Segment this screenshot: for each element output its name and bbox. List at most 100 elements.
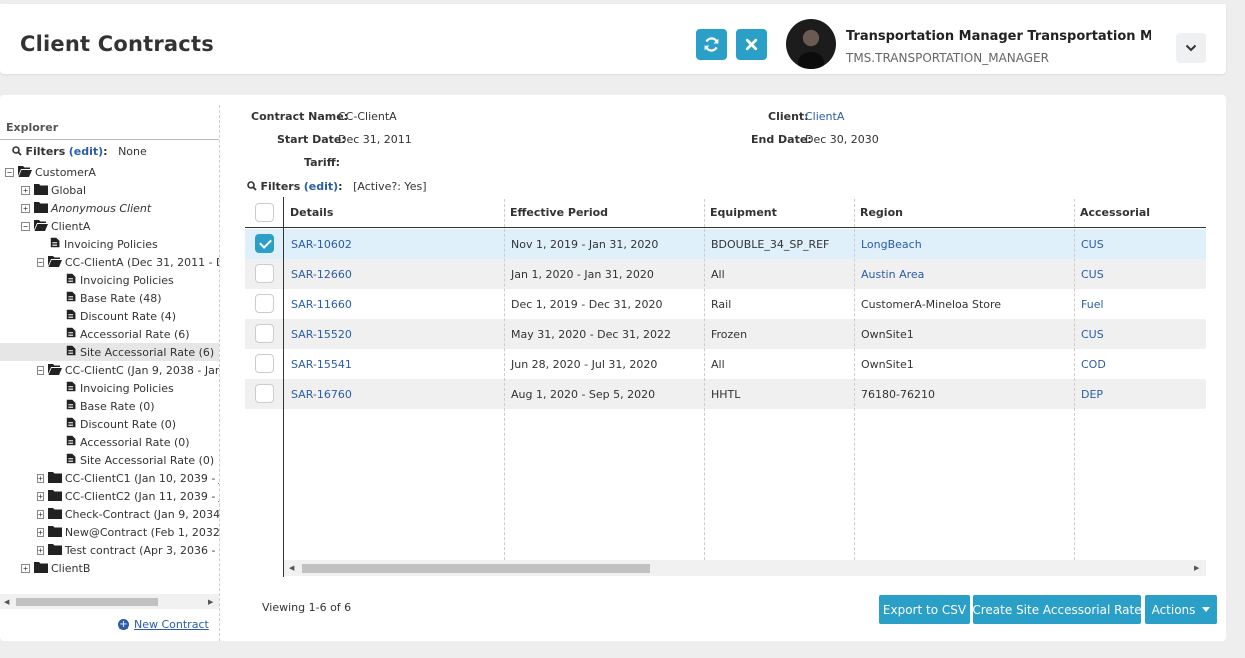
equipment-cell: All bbox=[711, 357, 725, 371]
row-checkbox[interactable] bbox=[255, 354, 274, 373]
close-button[interactable] bbox=[736, 29, 767, 60]
tree-node[interactable]: Base Rate (0) bbox=[0, 397, 219, 415]
tree-node[interactable]: Invoicing Policies bbox=[0, 271, 219, 289]
expand-icon[interactable]: + bbox=[37, 473, 44, 483]
table-row[interactable]: SAR-11660 Dec 1, 2019 - Dec 31, 2020 Rail C… bbox=[245, 289, 1206, 319]
details-link[interactable]: SAR-12660 bbox=[291, 267, 352, 281]
explorer-scrollbar[interactable]: ◀ ▶ bbox=[0, 594, 219, 609]
tree-node[interactable]: + ClientB bbox=[0, 559, 219, 575]
expand-icon[interactable]: + bbox=[21, 203, 30, 213]
tree-node[interactable]: + CC-ClientC1 (Jan 10, 2039 - Jan bbox=[0, 469, 219, 487]
collapse-icon[interactable]: − bbox=[37, 257, 44, 267]
expand-icon[interactable]: + bbox=[37, 491, 44, 501]
details-link[interactable]: SAR-11660 bbox=[291, 297, 352, 311]
tree-node[interactable]: + CC-ClientC2 (Jan 11, 2039 - Jan bbox=[0, 487, 219, 505]
row-checkbox[interactable] bbox=[255, 264, 274, 283]
tree-node[interactable]: Discount Rate (4) bbox=[0, 307, 219, 325]
collapse-icon[interactable]: − bbox=[5, 167, 14, 177]
expand-icon[interactable]: + bbox=[37, 527, 44, 537]
scroll-left-icon[interactable]: ◀ bbox=[289, 564, 295, 572]
create-site-accessorial-rate-button[interactable]: Create Site Accessorial Rate bbox=[972, 595, 1142, 624]
column-divider bbox=[1074, 199, 1075, 575]
table-row[interactable]: SAR-10602 Nov 1, 2019 - Jan 31, 2020 BDOUB… bbox=[245, 229, 1206, 259]
column-header-accessorial[interactable]: Accessorial bbox=[1080, 206, 1151, 219]
column-header-effective-period[interactable]: Effective Period bbox=[510, 206, 609, 219]
tree-node[interactable]: Invoicing Policies bbox=[0, 235, 219, 253]
client-link[interactable]: ClientA bbox=[805, 110, 845, 123]
accessorial-link[interactable]: CUS bbox=[1081, 327, 1104, 341]
scrollbar-thumb[interactable] bbox=[16, 598, 158, 606]
tree-node[interactable]: + Test contract (Apr 3, 2036 - Ap bbox=[0, 541, 219, 559]
table-row[interactable]: SAR-12660 Jan 1, 2020 - Jan 31, 2020 All Au… bbox=[245, 259, 1206, 289]
tree-node[interactable]: Accessorial Rate (0) bbox=[0, 433, 219, 451]
equipment-cell: HHTL bbox=[711, 387, 741, 401]
region-cell[interactable]: Austin Area bbox=[861, 267, 925, 281]
equipment-cell: Rail bbox=[711, 297, 732, 311]
column-header-equipment[interactable]: Equipment bbox=[710, 206, 777, 219]
region-cell: 76180-76210 bbox=[861, 387, 935, 401]
collapse-icon[interactable]: − bbox=[37, 365, 44, 375]
accessorial-link[interactable]: DEP bbox=[1081, 387, 1104, 401]
details-link[interactable]: SAR-16760 bbox=[291, 387, 352, 401]
tree-node[interactable]: − CC-ClientC (Jan 9, 2038 - Jan 9, bbox=[0, 361, 219, 379]
avatar[interactable] bbox=[786, 19, 836, 69]
table-row[interactable]: SAR-15541 Jun 28, 2020 - Jul 31, 2020 All O… bbox=[245, 349, 1206, 379]
scrollbar-thumb[interactable] bbox=[302, 564, 650, 573]
refresh-icon bbox=[704, 37, 719, 52]
expand-icon[interactable]: + bbox=[21, 563, 30, 573]
accessorial-link[interactable]: CUS bbox=[1081, 237, 1104, 251]
expand-icon[interactable]: + bbox=[37, 509, 44, 519]
folder-icon bbox=[47, 489, 65, 504]
user-menu-button[interactable] bbox=[1176, 33, 1206, 63]
tree-node[interactable]: Discount Rate (0) bbox=[0, 415, 219, 433]
tree-node[interactable]: + Anonymous Client bbox=[0, 199, 219, 217]
tree-node[interactable]: − CC-ClientA (Dec 31, 2011 - Dec bbox=[0, 253, 219, 271]
row-checkbox[interactable] bbox=[255, 384, 274, 403]
row-checkbox[interactable] bbox=[255, 324, 274, 343]
scroll-right-icon[interactable]: ▶ bbox=[208, 598, 214, 606]
accessorial-link[interactable]: Fuel bbox=[1081, 297, 1104, 311]
scroll-right-icon[interactable]: ▶ bbox=[1194, 564, 1200, 572]
row-checkbox[interactable] bbox=[255, 294, 274, 313]
collapse-icon[interactable]: − bbox=[21, 221, 30, 231]
accessorial-link[interactable]: CUS bbox=[1081, 267, 1104, 281]
tree-node[interactable]: + New@Contract (Feb 1, 2032 - A bbox=[0, 523, 219, 541]
tariff-label: Tariff: bbox=[304, 156, 341, 169]
tree-node[interactable]: Site Accessorial Rate (0) bbox=[0, 451, 219, 469]
column-header-details[interactable]: Details bbox=[290, 206, 334, 219]
filters-label: Filters bbox=[25, 145, 66, 158]
tree-node[interactable]: + Global bbox=[0, 181, 219, 199]
region-cell: CustomerA-Mineloa Store bbox=[861, 297, 1002, 311]
main-panel: Explorer Filters (edit): None − CustomerA… bbox=[0, 95, 1226, 641]
tree-node[interactable]: Accessorial Rate (6) bbox=[0, 325, 219, 343]
region-cell[interactable]: LongBeach bbox=[861, 237, 922, 251]
row-checkbox[interactable] bbox=[255, 234, 274, 253]
expand-icon[interactable]: + bbox=[37, 545, 44, 555]
table-row[interactable]: SAR-16760 Aug 1, 2020 - Sep 5, 2020 HHTL 76… bbox=[245, 379, 1206, 409]
accessorial-link[interactable]: COD bbox=[1081, 357, 1106, 371]
details-link[interactable]: SAR-10602 bbox=[291, 237, 352, 251]
tree-node-label: CustomerA bbox=[35, 165, 96, 179]
tree-node[interactable]: + Check-Contract (Jan 9, 2034 - J bbox=[0, 505, 219, 523]
grid-filters-edit-link[interactable]: (edit) bbox=[303, 180, 339, 193]
tree-node-label: Invoicing Policies bbox=[80, 273, 174, 287]
user-login: TMS.TRANSPORTATION_MANAGER bbox=[846, 51, 1049, 65]
details-link[interactable]: SAR-15520 bbox=[291, 327, 352, 341]
refresh-button[interactable] bbox=[696, 29, 727, 60]
expand-icon[interactable]: + bbox=[21, 185, 30, 195]
filters-edit-link[interactable]: (edit) bbox=[68, 145, 104, 158]
tree-node[interactable]: Invoicing Policies bbox=[0, 379, 219, 397]
table-row[interactable]: SAR-15520 May 31, 2020 - Dec 31, 2022 Froz… bbox=[245, 319, 1206, 349]
grid-horizontal-scrollbar[interactable]: ◀ ▶ bbox=[284, 560, 1206, 576]
column-header-region[interactable]: Region bbox=[860, 206, 903, 219]
actions-button[interactable]: Actions bbox=[1145, 595, 1217, 624]
select-all-checkbox[interactable] bbox=[255, 203, 274, 222]
tree-node[interactable]: Site Accessorial Rate (6) bbox=[0, 343, 219, 361]
details-link[interactable]: SAR-15541 bbox=[291, 357, 352, 371]
export-csv-button[interactable]: Export to CSV bbox=[879, 595, 970, 624]
tree-node[interactable]: Base Rate (48) bbox=[0, 289, 219, 307]
scroll-left-icon[interactable]: ◀ bbox=[4, 598, 10, 606]
tree-node[interactable]: − CustomerA bbox=[0, 163, 219, 181]
tree-node[interactable]: − ClientA bbox=[0, 217, 219, 235]
new-contract-link[interactable]: + New Contract bbox=[118, 618, 209, 631]
